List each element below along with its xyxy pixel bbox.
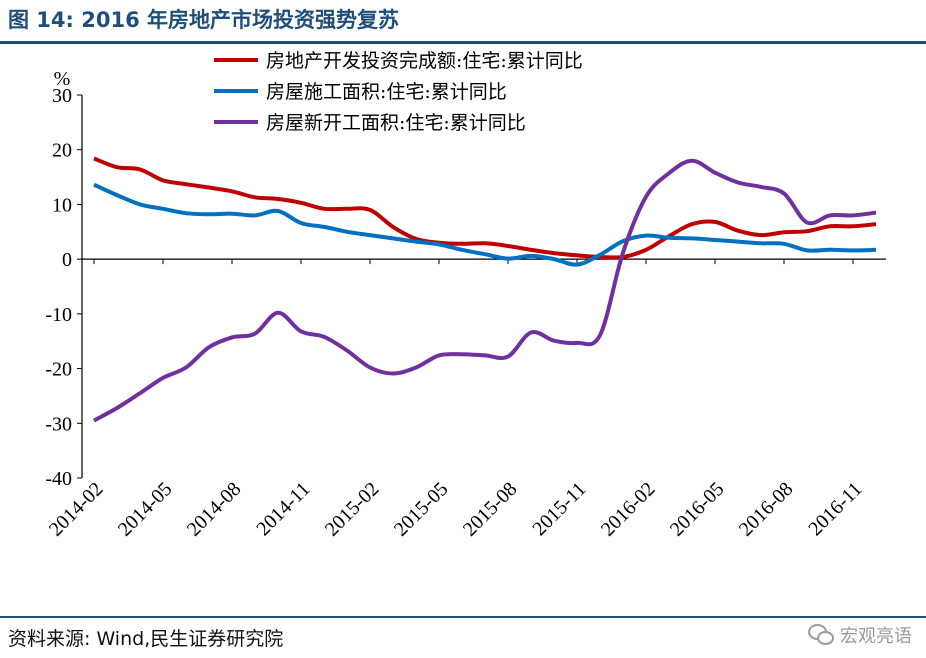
y-tick-label: 20 xyxy=(52,140,72,162)
figure-title: 图 14: 2016 年房地产市场投资强势复苏 xyxy=(8,8,400,32)
legend-label: 房地产开发投资完成额:住宅:累计同比 xyxy=(266,50,583,72)
watermark: 宏观亮语 xyxy=(808,622,912,648)
series-line-investment xyxy=(93,156,877,260)
x-tick-label: 2015-11 xyxy=(528,478,590,540)
y-tick-label: 10 xyxy=(52,194,72,216)
y-tick-label: 30 xyxy=(52,85,72,107)
x-tick-label: 2016-11 xyxy=(804,478,866,540)
y-tick-label: 0 xyxy=(62,249,72,271)
x-tick-label: 2016-02 xyxy=(597,478,660,541)
series-line-new-starts xyxy=(93,158,877,423)
legend-label: 房屋新开工面积:住宅:累计同比 xyxy=(266,112,526,134)
series-lines xyxy=(93,156,877,423)
y-tick-label: -40 xyxy=(45,468,72,490)
x-tick-label: 2015-05 xyxy=(390,478,453,541)
footer-divider xyxy=(0,616,926,618)
x-tick-label: 2015-08 xyxy=(459,478,522,541)
line-chart: %30 20 10 0 -10 -20 -30 -40 2014-02 2014-05 2014-… xyxy=(45,50,886,541)
y-axis: %30 20 10 0 -10 -20 -30 -40 xyxy=(45,68,83,490)
title-divider xyxy=(0,41,926,44)
x-axis: 2014-02 2014-05 2014-08 2014-11 2015-02 2015-… xyxy=(45,258,886,541)
x-tick-label: 2015-02 xyxy=(321,478,384,541)
x-tick-label: 2014-05 xyxy=(114,478,177,541)
y-tick-label: -10 xyxy=(45,304,72,326)
y-unit-label: % xyxy=(54,68,71,90)
x-tick-label: 2016-05 xyxy=(666,478,729,541)
legend-label: 房屋施工面积:住宅:累计同比 xyxy=(266,81,507,103)
series-line-construction-area xyxy=(93,182,877,267)
source-note: 资料来源: Wind,民生证券研究院 xyxy=(8,628,284,650)
y-tick-label: -30 xyxy=(45,413,72,435)
watermark-text: 宏观亮语 xyxy=(840,626,912,647)
y-tick-label: -20 xyxy=(45,359,72,381)
x-tick-label: 2016-08 xyxy=(735,478,798,541)
x-tick-label: 2014-11 xyxy=(252,478,314,540)
wechat-icon xyxy=(808,624,834,646)
legend: 房地产开发投资完成额:住宅:累计同比房屋施工面积:住宅:累计同比房屋新开工面积:… xyxy=(214,50,583,134)
x-tick-label: 2014-08 xyxy=(183,478,246,541)
